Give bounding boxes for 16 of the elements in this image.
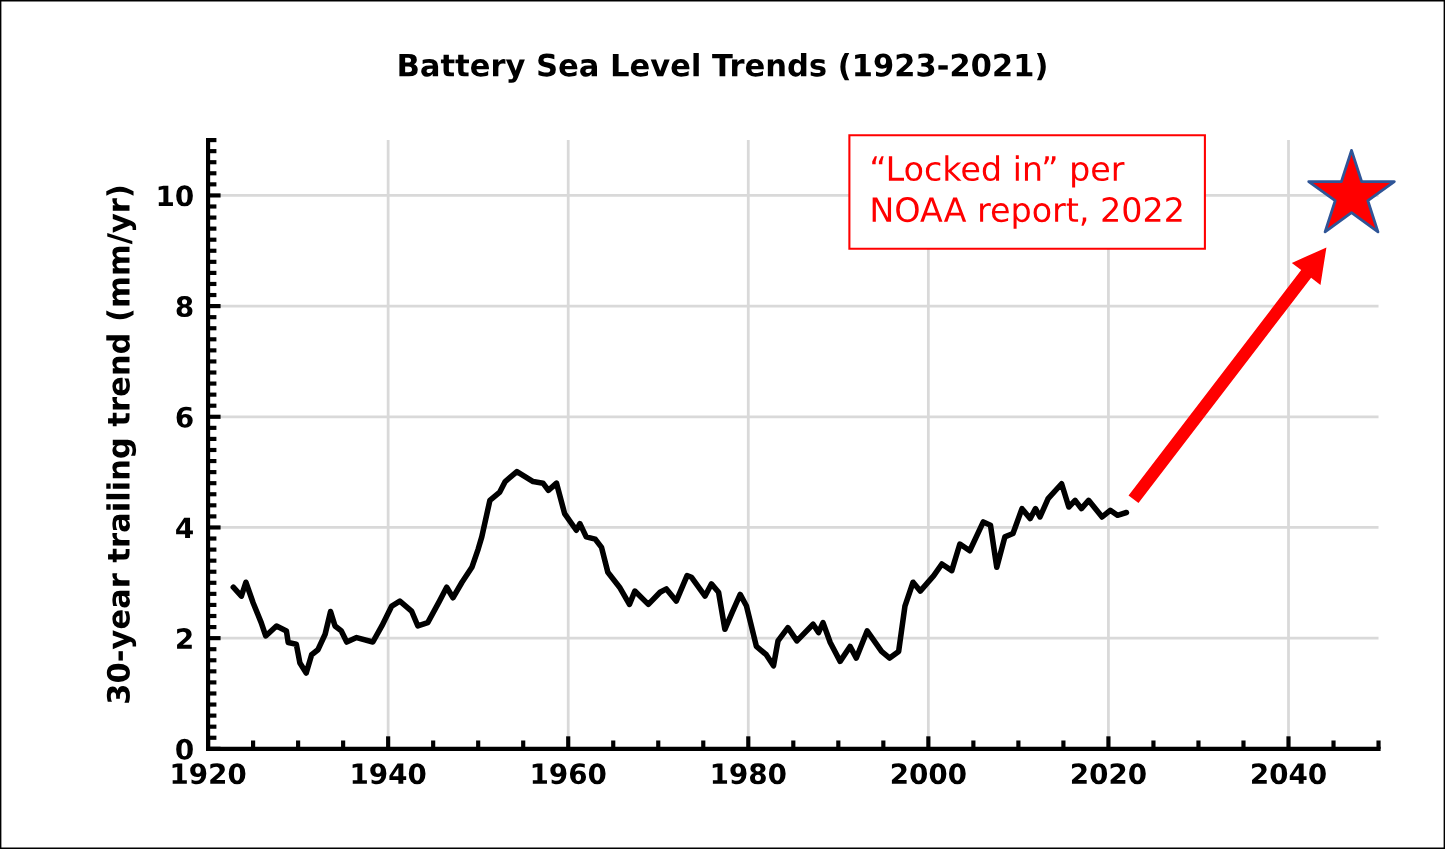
annotation: “Locked in” per NOAA report, 2022	[872, 155, 1182, 229]
y-tick-label: 4	[176, 517, 193, 539]
x-tick-label: 1980	[712, 763, 786, 785]
x-tick-label: 2000	[891, 763, 966, 785]
y-tick-label: 10	[158, 185, 193, 207]
y-axis-title: 30-year trailing trend (mm/yr)	[106, 186, 137, 703]
x-tick-label: 2020	[1071, 763, 1146, 785]
x-tick-label: 1940	[352, 763, 426, 785]
x-tick-label: 1960	[532, 763, 606, 785]
y-tick-label: 2	[177, 628, 192, 649]
chart-title: Battery Sea Level Trends (1923-2021)	[399, 53, 1046, 83]
x-tick-label: 2040	[1252, 763, 1326, 785]
y-tick-label: 0	[176, 738, 193, 760]
y-tick-label: 8	[176, 296, 193, 318]
x-tick-label: 1920	[172, 763, 246, 785]
y-tick-label: 6	[176, 406, 193, 428]
